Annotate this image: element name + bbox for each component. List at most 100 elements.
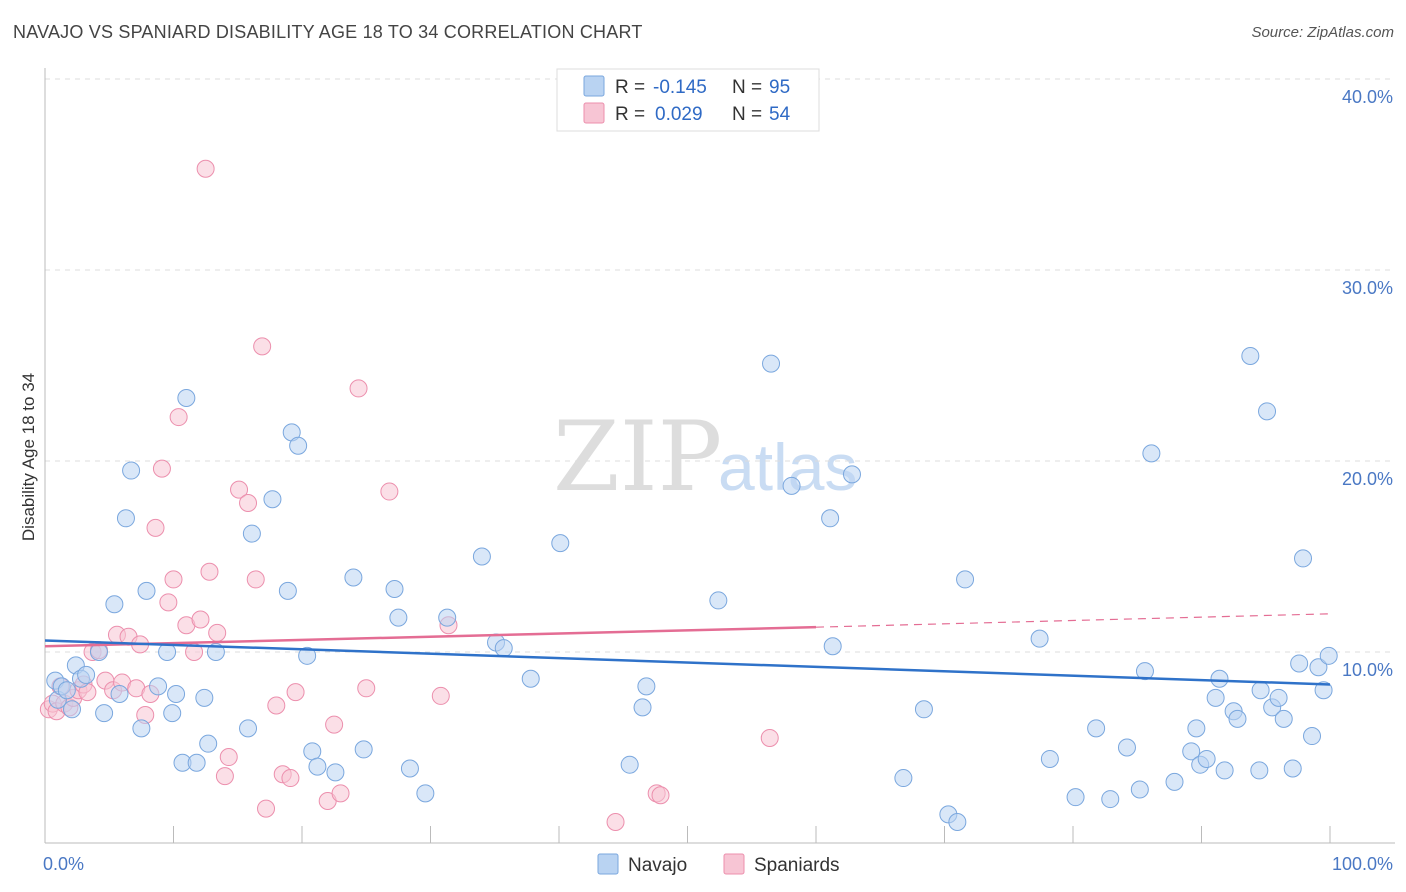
spaniards-point [380, 482, 399, 501]
navajo-point [709, 591, 728, 610]
navajo-point [344, 568, 363, 587]
spaniards-point [760, 728, 779, 747]
navajo-point [1101, 790, 1120, 809]
spaniards-point [267, 696, 286, 715]
navajo-point [239, 719, 258, 738]
navajo-point [149, 677, 168, 696]
navajo-point [308, 757, 327, 776]
navajo-point [821, 509, 840, 528]
navajo-point [1142, 444, 1161, 463]
x-tick-label: 0.0% [43, 854, 84, 874]
spaniards-point [215, 767, 234, 786]
spaniards-point [349, 379, 368, 398]
navajo-trend-line [44, 639, 1331, 686]
navajo-point [1283, 759, 1302, 778]
spaniards-trend-line [44, 625, 817, 648]
navajo-point [1258, 402, 1277, 421]
navajo-point [354, 740, 373, 759]
navajo-point [416, 784, 435, 803]
navajo-point [1182, 742, 1201, 761]
navajo-point [1210, 669, 1229, 688]
navajo-point [116, 509, 135, 528]
chart-title: NAVAJO VS SPANIARD DISABILITY AGE 18 TO … [13, 22, 643, 42]
navajo-point [57, 681, 76, 700]
navajo-point [278, 581, 297, 600]
navajo-point [1250, 761, 1269, 780]
spaniards-point [159, 593, 178, 612]
navajo-point [298, 646, 317, 665]
spaniards-point [169, 408, 188, 427]
navajo-point [110, 685, 129, 704]
watermark: ZIP atlas [553, 401, 857, 513]
legend-n-value-navajo: 95 [769, 77, 790, 98]
legend-r-value-navajo: -0.145 [653, 77, 707, 98]
navajo-point [163, 704, 182, 723]
navajo-point [1309, 658, 1328, 677]
y-tick-label: 20.0% [1342, 469, 1393, 489]
navajo-point [842, 465, 861, 484]
navajo-point [187, 753, 206, 772]
spaniards-point [239, 494, 258, 513]
legend-r-label: R = [615, 77, 645, 98]
spaniards-point [230, 480, 249, 499]
spaniards-point [357, 679, 376, 698]
navajo-point [914, 700, 933, 719]
bottom-legend-navajo: Navajo [628, 855, 687, 876]
navajo-point [1290, 654, 1309, 673]
spaniards-point [152, 459, 171, 478]
spaniards-point [281, 769, 300, 788]
navajo-point [1319, 646, 1338, 665]
navajo-point [1197, 749, 1216, 768]
bottom-legend-spaniards: Spaniards [754, 855, 840, 876]
navajo-point [326, 763, 345, 782]
legend-r-value-spaniards: 0.029 [655, 104, 703, 125]
navajo-point [620, 755, 639, 774]
watermark-zip: ZIP [553, 401, 722, 513]
navajo-point [1215, 761, 1234, 780]
navajo-point [1135, 662, 1154, 681]
navajo-point [894, 769, 913, 788]
spaniards-point [200, 562, 219, 581]
navajo-point [289, 436, 308, 455]
navajo-point [1130, 780, 1149, 799]
spaniards-point [257, 799, 276, 818]
spaniards-point [246, 570, 265, 589]
legend-swatch-navajo [583, 75, 605, 97]
navajo-point [637, 677, 656, 696]
legend-n-value-spaniards: 54 [769, 104, 791, 125]
navajo-point [494, 639, 513, 658]
y-tick-label: 40.0% [1342, 87, 1393, 107]
navajo-point [77, 665, 96, 684]
navajo-point [762, 354, 781, 373]
navajo-point [132, 719, 151, 738]
navajo-point [389, 608, 408, 627]
spaniards-point [196, 159, 215, 178]
spaniards-point [331, 784, 350, 803]
navajo-point [167, 685, 186, 704]
navajo-point [521, 669, 540, 688]
spaniards-point [208, 623, 227, 642]
spaniards-point [164, 570, 183, 589]
navajo-point [1294, 549, 1313, 568]
y-axis-title: Disability Age 18 to 34 [19, 373, 38, 541]
navajo-point [303, 742, 322, 761]
navajo-point [263, 490, 282, 509]
navajo-point [1269, 688, 1288, 707]
navajo-point [177, 388, 196, 407]
legend-swatch-spaniards [583, 102, 605, 124]
navajo-point [1040, 749, 1059, 768]
bottom-legend-swatch-navajo [597, 853, 619, 875]
navajo-point [195, 688, 214, 707]
navajo-point [1117, 738, 1136, 757]
correlation-legend: R = -0.145 N = 95 R = 0.029 N = 54 [556, 68, 820, 132]
series-legend: Navajo Spaniards [597, 853, 840, 876]
gridlines [45, 78, 1395, 653]
navajo-point [1241, 346, 1260, 365]
navajo-point [1303, 727, 1322, 746]
spaniards-point [431, 686, 450, 705]
spaniards-point [286, 683, 305, 702]
navajo-point [1187, 719, 1206, 738]
legend-n-label: N = [732, 77, 762, 98]
navajo-point [105, 595, 124, 614]
